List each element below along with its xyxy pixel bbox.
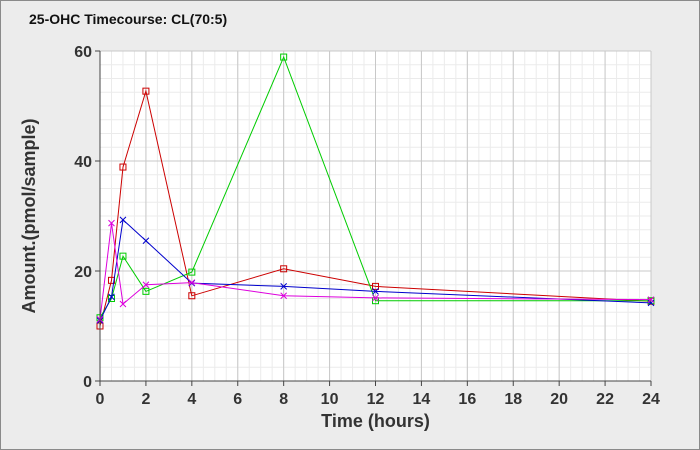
data-point (647, 296, 655, 303)
data-point (372, 294, 379, 302)
series-line (99, 223, 652, 320)
x-tick-label: 18 (504, 391, 522, 408)
y-tick-label: 20 (74, 264, 92, 281)
x-tick-label: 2 (141, 391, 150, 408)
x-tick-label: 4 (187, 391, 196, 408)
data-point (280, 53, 288, 61)
chart-title: 25-OHC Timecourse: CL(70:5) (29, 11, 228, 27)
y-tick-label: 60 (74, 44, 92, 61)
series-layer (96, 53, 655, 330)
data-point (280, 292, 288, 300)
data-point (372, 282, 379, 290)
series-line (99, 55, 651, 319)
y-tick-label: 0 (83, 374, 92, 391)
x-tick-label: 22 (596, 391, 614, 408)
y-axis-title: Amount.(pmol/sample) (19, 118, 39, 313)
data-point (142, 287, 150, 295)
data-point (119, 300, 127, 308)
x-tick-label: 16 (458, 391, 476, 408)
data-point (119, 163, 127, 171)
data-point (119, 252, 127, 260)
y-tick-label: 40 (74, 154, 92, 171)
data-point (188, 268, 196, 276)
data-point (647, 297, 655, 305)
x-tick-label: 6 (233, 391, 242, 408)
data-point (142, 281, 150, 289)
x-tick-label: 0 (96, 391, 105, 408)
data-point (372, 287, 379, 295)
x-tick-label: 24 (642, 391, 660, 408)
x-tick-label: 20 (550, 391, 568, 408)
x-axis-title: Time (hours) (321, 411, 430, 431)
data-point (119, 216, 127, 224)
data-point (188, 292, 196, 300)
x-tick-label: 14 (413, 391, 431, 408)
x-tick-label: 8 (279, 391, 288, 408)
data-point (280, 265, 288, 273)
x-tick-label: 12 (367, 391, 385, 408)
series-line (99, 218, 652, 321)
data-point (280, 283, 288, 290)
x-tick-label: 10 (321, 391, 339, 408)
data-point (108, 219, 115, 227)
data-point (142, 237, 150, 245)
data-point (188, 279, 196, 286)
data-point (142, 87, 150, 95)
data-point (108, 293, 115, 301)
series-line (99, 89, 652, 327)
data-point (107, 276, 115, 284)
